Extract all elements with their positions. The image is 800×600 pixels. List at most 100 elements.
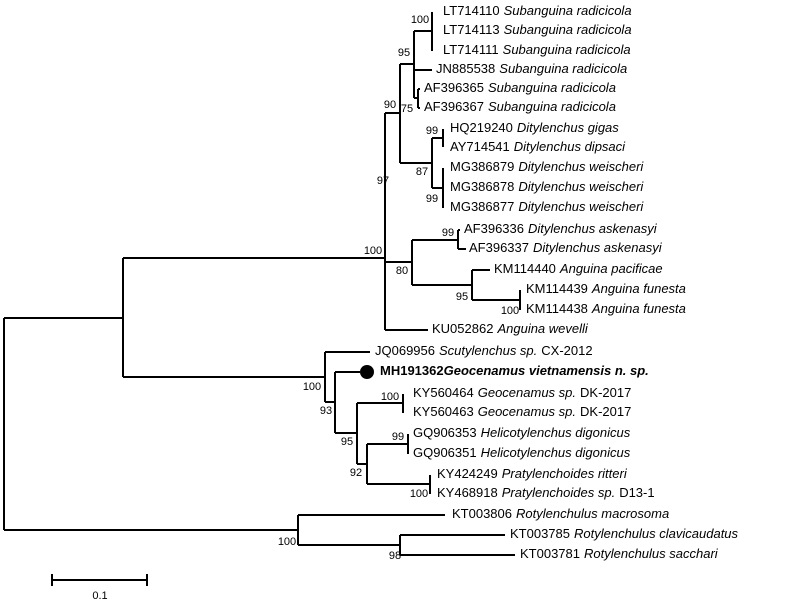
bootstrap-value: 100 [501,305,519,317]
species: Ditylenchus gigas [517,120,619,135]
leaf-label: AF396365 Subanguina radicicola [424,80,616,95]
species: Geocenamus sp. [478,404,576,419]
accession: MG386879 [450,159,514,174]
species: Subanguina radicicola [504,22,632,37]
accession: KT003806 [452,506,512,521]
strain: DK-2017 [580,385,631,400]
bootstrap-value: 100 [303,381,321,393]
accession: GQ906351 [413,445,477,460]
species: Geocenamus sp. [478,385,576,400]
species: Ditylenchus dipsaci [514,139,626,154]
bootstrap-value: 99 [392,431,404,443]
leaf-label: KY560464 Geocenamus sp. DK-2017 [413,385,631,400]
bootstrap-value: 80 [396,265,408,277]
leaf-label: GQ906353 Helicotylenchus digonicus [413,425,631,440]
leaf-label: KM114440 Anguina pacificae [494,261,663,276]
bootstrap-value: 98 [389,550,401,562]
leaf-label: KY468918 Pratylenchoides sp. D13-1 [437,485,655,500]
accession: MH191362 [380,363,444,378]
leaf-label: KM114439 Anguina funesta [526,281,686,296]
accession: AF396337 [469,240,529,255]
strain: CX-2012 [541,343,592,358]
species: Subanguina radicicola [488,80,616,95]
accession: KM114439 [526,281,588,296]
species: Ditylenchus weischeri [518,159,644,174]
bootstrap-value: 92 [350,467,362,479]
species: Rotylenchulus macrosoma [516,506,669,521]
accession: KY560463 [413,404,474,419]
species: Subanguina radicicola [488,99,616,114]
leaf-label: KM114438 Anguina funesta [526,301,686,316]
bootstrap-value: 97 [377,175,389,187]
accession: KM114440 [494,261,556,276]
species: Ditylenchus weischeri [518,199,644,214]
leaf-label: KT003781 Rotylenchulus sacchari [520,546,719,561]
highlight-dot [360,365,374,379]
leaf-label: MG386878 Ditylenchus weischeri [450,179,644,194]
species: Geocenamus vietnamensis n. sp. [444,363,649,378]
accession: JN885538 [436,61,495,76]
accession: KM114438 [526,301,588,316]
leaf-label: KT003806 Rotylenchulus macrosoma [452,506,669,521]
bootstrap-value: 100 [364,245,382,257]
species: Anguina funesta [591,301,686,316]
bootstrap-value: 93 [320,405,332,417]
leaf-label: MH191362Geocenamus vietnamensis n. sp. [380,363,649,378]
leaf-label: AF396367 Subanguina radicicola [424,99,616,114]
tree-branches [3,12,521,556]
bootstrap-value: 95 [456,291,468,303]
leaf-label: AF396336 Ditylenchus askenasyi [464,221,658,236]
species: Rotylenchulus sacchari [584,546,719,561]
leaf-label: LT714111 Subanguina radicicola [443,42,631,57]
bootstrap-value: 100 [278,536,296,548]
strain: D13-1 [619,485,654,500]
species: Anguina pacificae [559,261,663,276]
accession: HQ219240 [450,120,513,135]
accession: GQ906353 [413,425,477,440]
accession: KY560464 [413,385,474,400]
species: Scutylenchus sp. [439,343,537,358]
species: Ditylenchus askenasyi [528,221,658,236]
bootstrap-value: 90 [384,99,396,111]
species: Subanguina radicicola [503,42,631,57]
accession: AF396365 [424,80,484,95]
accession: KY424249 [437,466,498,481]
accession: LT714113 [443,22,500,37]
species: Subanguina radicicola [504,3,632,18]
leaf-label: LT714113 Subanguina radicicola [443,22,632,37]
accession: AF396336 [464,221,524,236]
species: Subanguina radicicola [499,61,627,76]
leaf-label: HQ219240 Ditylenchus gigas [450,120,619,135]
species: Pratylenchoides ritteri [502,466,628,481]
bootstrap-value: 87 [416,166,428,178]
species: Rotylenchulus clavicaudatus [574,526,739,541]
species: Pratylenchoides sp. [502,485,615,500]
leaf-label: KY560463 Geocenamus sp. DK-2017 [413,404,631,419]
accession: KU052862 [432,321,493,336]
accession: MG386877 [450,199,514,214]
bootstrap-value: 100 [410,488,428,500]
bootstrap-value: 95 [398,47,410,59]
leaf-label: LT714110 Subanguina radicicola [443,3,632,18]
leaf-label: MG386877 Ditylenchus weischeri [450,199,644,214]
bootstrap-value: 99 [442,227,454,239]
leaf-label: GQ906351 Helicotylenchus digonicus [413,445,631,460]
bootstrap-value: 99 [426,125,438,137]
species: Anguina wevelli [496,321,588,336]
species: Anguina funesta [591,281,686,296]
bootstrap-value: 100 [381,391,399,403]
accession: KT003785 [510,526,570,541]
accession: AF396367 [424,99,484,114]
species: Ditylenchus askenasyi [533,240,663,255]
strain: DK-2017 [580,404,631,419]
bootstrap-value: 75 [401,103,413,115]
accession: JQ069956 [375,343,435,358]
species: Helicotylenchus digonicus [481,445,631,460]
accession: LT714110 [443,3,500,18]
species: Helicotylenchus digonicus [481,425,631,440]
leaf-label: AF396337 Ditylenchus askenasyi [469,240,663,255]
scale-bar-label: 0.1 [92,590,107,600]
species: Ditylenchus weischeri [518,179,644,194]
